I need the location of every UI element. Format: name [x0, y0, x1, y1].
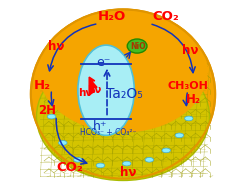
Ellipse shape: [49, 96, 58, 100]
Text: hν: hν: [120, 165, 136, 179]
Text: CH₃OH: CH₃OH: [168, 80, 208, 91]
Text: HCO₃⁻ + CO₃²⁻: HCO₃⁻ + CO₃²⁻: [80, 128, 136, 137]
Ellipse shape: [145, 158, 154, 162]
Ellipse shape: [156, 82, 165, 87]
Text: e⁻: e⁻: [96, 56, 110, 70]
Text: CO₂: CO₂: [153, 10, 180, 24]
Ellipse shape: [184, 116, 193, 121]
Ellipse shape: [96, 163, 105, 168]
Text: H₂: H₂: [34, 79, 51, 92]
Text: hν: hν: [87, 85, 102, 96]
Ellipse shape: [175, 133, 184, 138]
Ellipse shape: [127, 39, 147, 53]
Ellipse shape: [59, 141, 67, 145]
Ellipse shape: [181, 82, 189, 87]
Ellipse shape: [162, 148, 170, 153]
Text: H₂: H₂: [186, 93, 201, 106]
Ellipse shape: [78, 45, 134, 135]
Text: hν: hν: [182, 44, 198, 57]
Text: 2H: 2H: [38, 104, 56, 118]
Ellipse shape: [38, 10, 208, 133]
Text: NiO: NiO: [130, 42, 145, 51]
Ellipse shape: [36, 53, 210, 180]
Ellipse shape: [81, 73, 90, 77]
Ellipse shape: [31, 9, 215, 179]
Text: H₂O: H₂O: [98, 10, 126, 24]
Ellipse shape: [138, 79, 146, 83]
Text: Ta₂O₅: Ta₂O₅: [106, 87, 142, 101]
Text: CO₂: CO₂: [56, 161, 83, 174]
Ellipse shape: [74, 158, 82, 162]
Ellipse shape: [123, 161, 131, 166]
Text: hν: hν: [48, 40, 64, 54]
Ellipse shape: [55, 79, 63, 83]
Polygon shape: [89, 77, 97, 95]
Text: hν: hν: [78, 88, 92, 98]
Text: h⁺: h⁺: [93, 120, 107, 133]
Ellipse shape: [47, 114, 56, 119]
Ellipse shape: [188, 99, 197, 104]
